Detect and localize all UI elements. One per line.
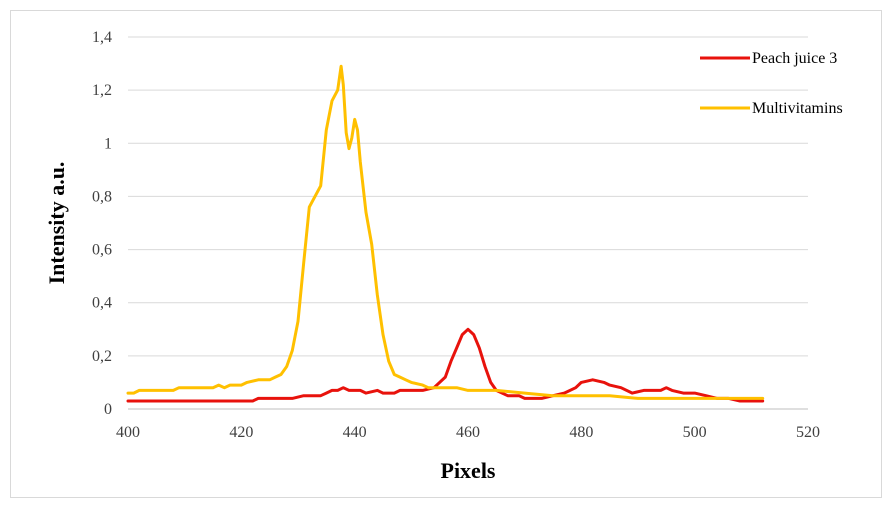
y-tick-label: 0,4 xyxy=(92,295,112,312)
x-tick-label: 500 xyxy=(683,424,707,441)
y-tick-labels: 0 0,2 0,4 0,6 0,8 1 1,2 1,4 xyxy=(92,29,112,418)
x-tick-label: 460 xyxy=(456,424,480,441)
x-tick-label: 520 xyxy=(796,424,820,441)
chart-area xyxy=(10,10,882,498)
x-tick-label: 480 xyxy=(569,424,593,441)
y-tick-label: 0 xyxy=(104,401,112,418)
x-tick-label: 440 xyxy=(343,424,367,441)
y-tick-label: 0,6 xyxy=(92,242,112,259)
y-tick-label: 1 xyxy=(104,135,112,152)
legend-label: Peach juice 3 xyxy=(752,50,837,67)
y-tick-label: 1,2 xyxy=(92,82,112,99)
y-tick-label: 1,4 xyxy=(92,29,112,46)
y-tick-label: 0,2 xyxy=(92,348,112,365)
x-axis-title: Pixels xyxy=(441,458,496,483)
x-tick-label: 420 xyxy=(229,424,253,441)
y-tick-label: 0,8 xyxy=(92,188,112,205)
x-tick-label: 400 xyxy=(116,424,140,441)
legend: Peach juice 3 Multivitamins xyxy=(700,50,843,117)
series-line-1 xyxy=(126,64,765,400)
gridlines xyxy=(128,36,808,357)
y-axis-title: Intensity a.u. xyxy=(44,162,69,285)
series-line-0 xyxy=(126,327,765,403)
x-tick-labels: 400 420 440 460 480 500 520 xyxy=(116,424,820,441)
legend-label: Multivitamins xyxy=(752,100,843,117)
series-lines xyxy=(126,64,765,403)
